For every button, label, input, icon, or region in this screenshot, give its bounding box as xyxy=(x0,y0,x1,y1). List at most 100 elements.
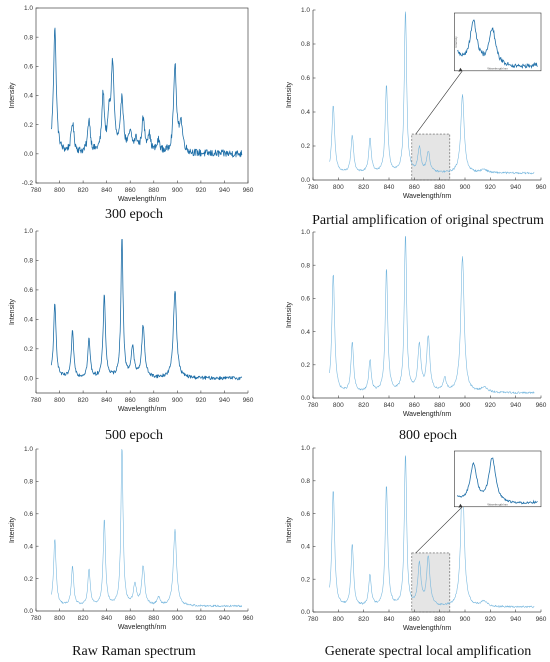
x-tick-label: 900 xyxy=(460,616,471,623)
x-tick-label: 800 xyxy=(333,616,344,623)
x-tick-label: 820 xyxy=(358,616,369,623)
y-tick-label: 0.8 xyxy=(24,34,33,41)
chart-panel-3: 780 800 820 840 860 880 900 920 940 960 0.0 0.2 0.4 0… xyxy=(9,228,254,443)
x-tick-label: 940 xyxy=(510,616,521,623)
x-tick-label: 840 xyxy=(101,615,112,622)
y-tick-label: 0.8 xyxy=(301,41,310,48)
x-tick-label: 800 xyxy=(333,184,344,191)
x-tick-label: 840 xyxy=(384,616,395,623)
x-tick-label: 940 xyxy=(510,402,521,409)
x-axis-label: Wavelength/nm xyxy=(403,193,452,200)
y-tick-label: 1.0 xyxy=(24,5,33,12)
x-tick-label: 820 xyxy=(78,615,89,622)
x-tick-label: 780 xyxy=(31,397,42,404)
zoom-arrowhead xyxy=(458,67,463,72)
x-tick-label: 940 xyxy=(219,187,230,194)
x-tick-label: 780 xyxy=(31,187,42,194)
x-tick-label: 920 xyxy=(485,402,496,409)
plot-frame xyxy=(35,7,249,184)
inset-frame xyxy=(454,12,542,72)
x-tick-label: 860 xyxy=(409,616,420,623)
x-tick-label: 880 xyxy=(434,184,445,191)
y-tick-label: 0.8 xyxy=(301,478,310,485)
x-tick-label: 880 xyxy=(434,616,445,623)
y-tick-label: 0.0 xyxy=(24,151,33,158)
x-tick-label: 800 xyxy=(54,187,65,194)
spectrum-series xyxy=(50,239,243,381)
y-tick-label: -0.2 xyxy=(22,180,34,187)
y-tick-label: 0.0 xyxy=(301,609,310,616)
x-tick-label: 900 xyxy=(172,187,183,194)
y-tick-label: 0.4 xyxy=(301,109,310,116)
y-tick-label: 0.6 xyxy=(24,287,33,294)
x-tick-label: 900 xyxy=(460,184,471,191)
x-tick-label: 960 xyxy=(536,184,547,191)
x-axis-label: Wavelength/nm xyxy=(403,411,452,418)
y-tick-label: 0.4 xyxy=(301,329,310,336)
y-tick-label: 0.4 xyxy=(24,543,33,550)
x-tick-label: 960 xyxy=(243,397,254,404)
inset-zoom: Wavelength/nm xyxy=(454,450,542,508)
x-tick-label: 880 xyxy=(148,187,159,194)
spectrum-series xyxy=(329,235,535,394)
x-axis-label: Wavelength/nm xyxy=(118,196,167,203)
x-tick-label: 800 xyxy=(333,402,344,409)
y-tick-label: 0.6 xyxy=(24,511,33,518)
x-tick-label: 880 xyxy=(148,615,159,622)
x-tick-label: 960 xyxy=(243,187,254,194)
x-tick-label: 960 xyxy=(243,615,254,622)
x-tick-label: 820 xyxy=(358,402,369,409)
inset-series xyxy=(457,457,538,505)
chart-panel-6: 780 800 820 840 860 880 900 920 940 960 0.0 0.2 0.4 0… xyxy=(286,445,547,659)
y-tick-label: 0.2 xyxy=(24,346,33,353)
x-tick-label: 900 xyxy=(460,402,471,409)
x-tick-label: 860 xyxy=(409,402,420,409)
chart-panel-4: 780 800 820 840 860 880 900 920 940 960 0.0 0.2 0.4 0… xyxy=(286,229,547,443)
y-tick-label: 1.0 xyxy=(301,229,310,236)
spectrum-series xyxy=(50,27,243,158)
y-tick-label: 0.6 xyxy=(301,511,310,518)
y-axis-label: Intensity xyxy=(286,81,293,108)
inset-x-label: Wavelength/nm xyxy=(487,502,508,506)
x-tick-label: 920 xyxy=(195,397,206,404)
chart-panels: 780 800 820 840 860 880 900 920 940 960 -0.2 0.0 0.2… xyxy=(9,5,547,659)
panel-caption: Partial amplification of original spectr… xyxy=(312,213,544,228)
y-tick-label: 0.2 xyxy=(301,143,310,150)
x-tick-label: 780 xyxy=(308,184,319,191)
panel-caption: 500 epoch xyxy=(105,428,163,443)
chart-panel-2: 780 800 820 840 860 880 900 920 940 960 0.0 0.2 0.4 0… xyxy=(286,7,547,228)
y-tick-label: 0.6 xyxy=(301,296,310,303)
x-tick-label: 920 xyxy=(485,184,496,191)
y-tick-label: 0.2 xyxy=(24,576,33,583)
panel-caption: 800 epoch xyxy=(399,428,457,443)
y-tick-label: 0.4 xyxy=(24,317,33,324)
y-tick-label: 0.6 xyxy=(24,64,33,71)
x-tick-label: 840 xyxy=(384,184,395,191)
inset-y-label: Intensity xyxy=(454,36,458,48)
x-tick-label: 860 xyxy=(125,615,136,622)
x-tick-label: 820 xyxy=(358,184,369,191)
y-tick-label: 0.0 xyxy=(24,375,33,382)
x-tick-label: 860 xyxy=(125,397,136,404)
chart-panel-5: 780 800 820 840 860 880 900 920 940 960 0.0 0.2 0.4 0… xyxy=(9,446,254,659)
zoom-connector xyxy=(415,70,463,135)
y-tick-label: 0.6 xyxy=(301,75,310,82)
y-tick-label: 0.8 xyxy=(24,258,33,265)
y-axis-label: Intensity xyxy=(286,516,293,543)
x-tick-label: 800 xyxy=(54,397,65,404)
y-tick-label: 1.0 xyxy=(24,446,33,453)
y-tick-label: 1.0 xyxy=(24,228,33,235)
zoom-region xyxy=(411,552,451,613)
inset-series xyxy=(457,19,538,70)
x-tick-label: 820 xyxy=(78,397,89,404)
y-tick-label: 0.8 xyxy=(301,262,310,269)
zoom-connector xyxy=(415,506,463,554)
y-tick-label: 0.8 xyxy=(24,479,33,486)
x-tick-label: 900 xyxy=(172,397,183,404)
x-tick-label: 960 xyxy=(536,616,547,623)
spectrum-series xyxy=(51,449,243,608)
x-tick-label: 940 xyxy=(219,397,230,404)
x-tick-label: 920 xyxy=(485,616,496,623)
x-tick-label: 840 xyxy=(101,397,112,404)
x-tick-label: 880 xyxy=(148,397,159,404)
